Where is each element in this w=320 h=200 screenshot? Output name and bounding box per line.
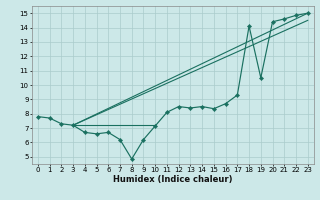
X-axis label: Humidex (Indice chaleur): Humidex (Indice chaleur) (113, 175, 233, 184)
